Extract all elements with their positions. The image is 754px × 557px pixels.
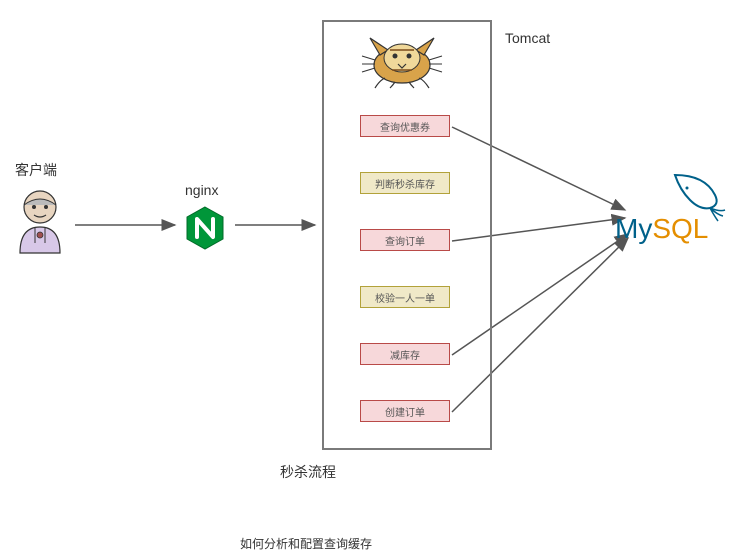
step-2: 查询订单 [360,229,450,251]
step-4: 减库存 [360,343,450,365]
step-5: 创建订单 [360,400,450,422]
mysql-logo: MySQL [615,170,735,250]
footer-text: 如何分析和配置查询缓存 [240,535,372,552]
step-3: 校验一人一单 [360,286,450,308]
flow-title: 秒杀流程 [280,462,336,482]
nginx-icon [185,205,225,251]
tomcat-icon [360,30,445,90]
client-icon [10,185,70,255]
svg-text:MySQL: MySQL [615,213,708,244]
nginx-label: nginx [185,182,218,198]
step-0: 查询优惠券 [360,115,450,137]
tomcat-label: Tomcat [505,30,550,46]
step-1: 判断秒杀库存 [360,172,450,194]
client-label: 客户端 [15,160,57,180]
